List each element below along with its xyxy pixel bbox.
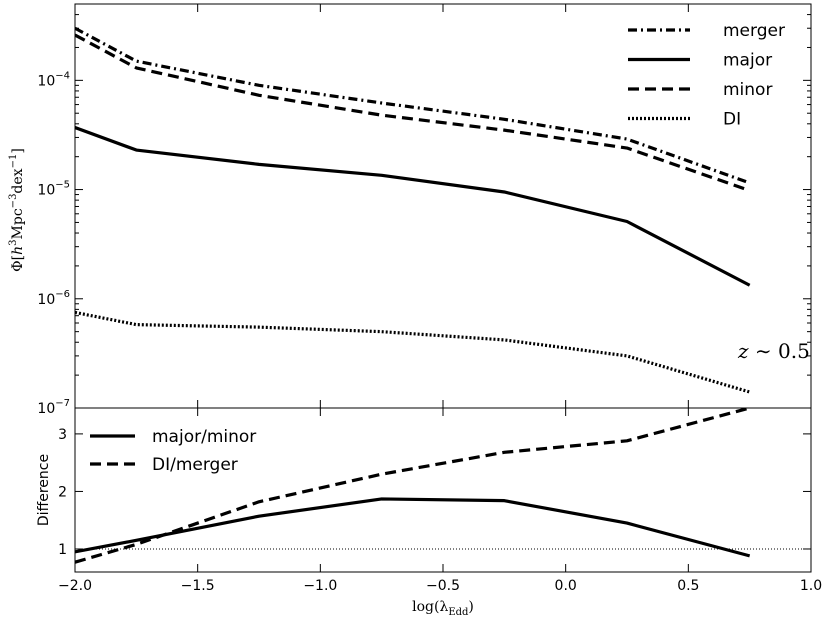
y-tick-label: 10−7 bbox=[37, 398, 70, 417]
series-line-major-minor bbox=[75, 497, 751, 558]
y-tick-label-bottom: 3 bbox=[58, 427, 67, 443]
series-line-di-merger bbox=[75, 408, 751, 564]
y-tick-label-bottom: 2 bbox=[58, 484, 67, 500]
redshift-annotation: z ∼ 0.5 bbox=[737, 339, 810, 363]
x-axis-label: log(λEdd) bbox=[412, 599, 474, 618]
bottom-panel-series bbox=[75, 408, 751, 564]
legend-label-minor: minor bbox=[723, 80, 772, 100]
legend-label-major-minor: major/minor bbox=[152, 427, 256, 447]
bottom-panel-frame bbox=[74, 407, 812, 573]
legend-label-merger: merger bbox=[723, 21, 785, 41]
y-axis-label-difference: Difference bbox=[36, 454, 52, 526]
legend-label-major: major bbox=[723, 51, 772, 71]
x-tick-label: 1.0 bbox=[800, 578, 822, 594]
x-tick-label: −0.5 bbox=[426, 578, 460, 594]
legend-label-di-merger: DI/merger bbox=[152, 455, 238, 475]
x-tick-label: −1.5 bbox=[181, 578, 215, 594]
y-tick-label: 10−5 bbox=[37, 180, 70, 199]
y-tick-label: 10−6 bbox=[37, 289, 70, 308]
top-panel-frame bbox=[74, 3, 812, 409]
series-line-major bbox=[75, 125, 751, 287]
series-line-merger bbox=[75, 26, 751, 185]
series-line-minor bbox=[75, 33, 751, 193]
x-tick-label: 0.5 bbox=[677, 578, 699, 594]
legend-label-di: DI bbox=[723, 110, 741, 130]
y-tick-label: 10−4 bbox=[37, 70, 70, 89]
x-tick-label: −1.0 bbox=[303, 578, 337, 594]
x-tick-label: 0.0 bbox=[555, 578, 577, 594]
y-tick-label-bottom: 1 bbox=[58, 542, 67, 558]
series-line-di bbox=[75, 310, 751, 394]
y-axis-label-phi: Φ[h3Mpc−3dex−1] bbox=[8, 148, 26, 272]
x-tick-label: −2.0 bbox=[58, 578, 92, 594]
top-panel-series bbox=[75, 26, 751, 394]
